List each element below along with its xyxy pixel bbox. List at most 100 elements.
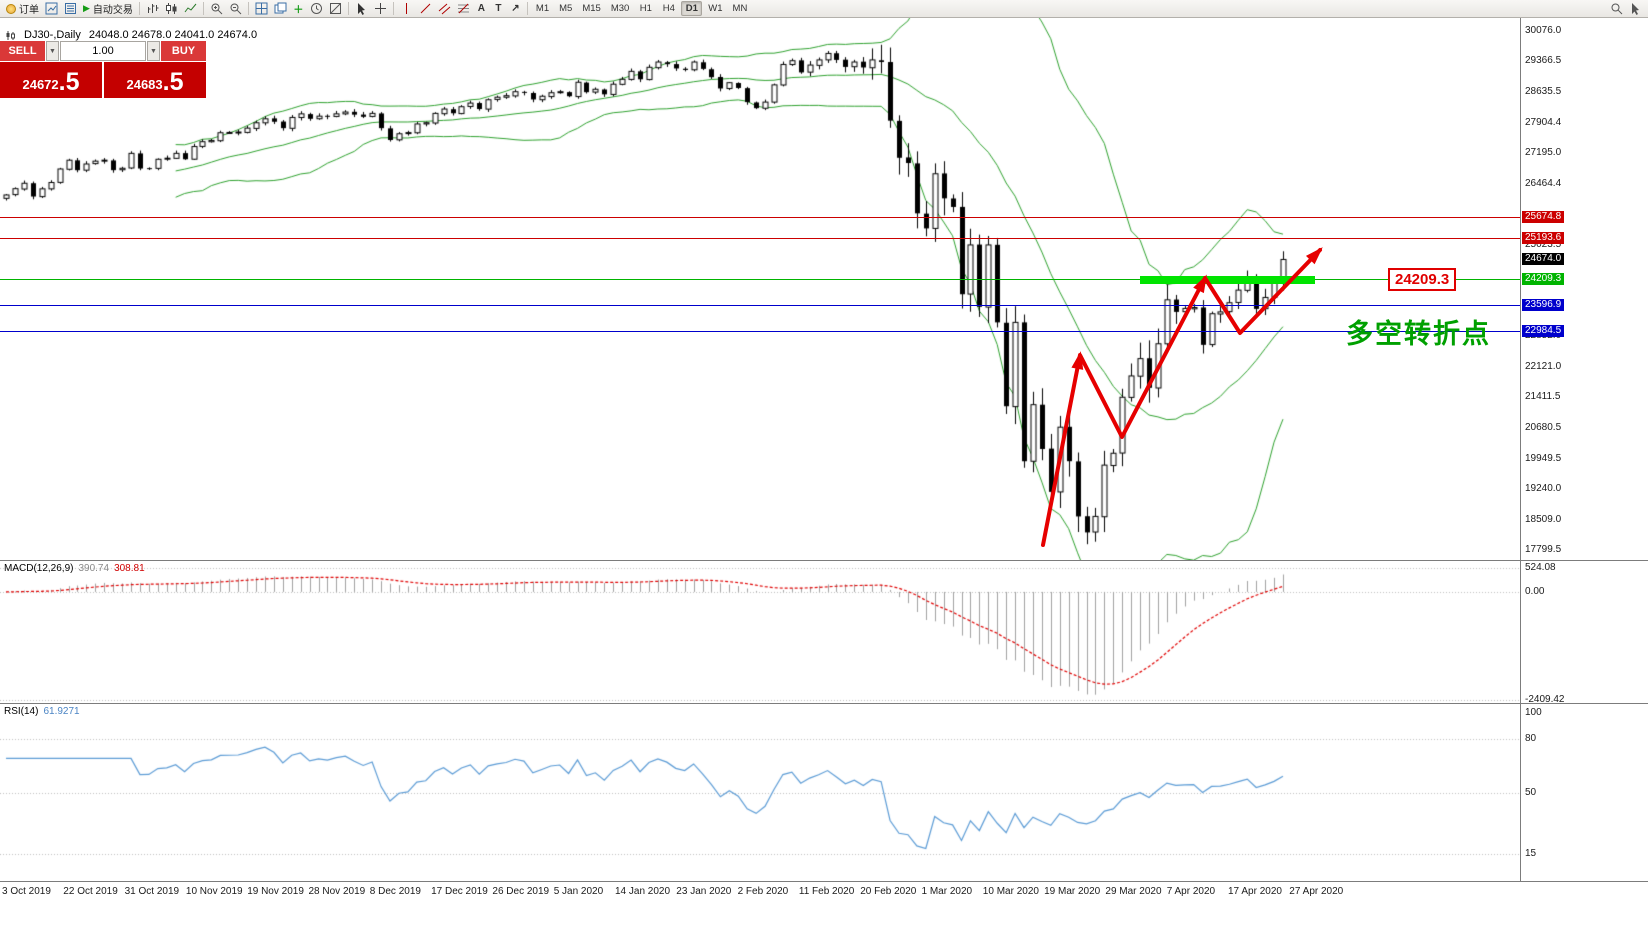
main-chart-canvas[interactable] (0, 18, 1520, 560)
text-tool-button[interactable]: A (473, 1, 490, 17)
turning-point-annotation[interactable]: 多空转折点 (1346, 319, 1491, 349)
search-icon (1611, 3, 1623, 15)
tile-windows-button[interactable] (252, 1, 271, 17)
horizontal-level-line[interactable] (0, 279, 1520, 280)
templates-button[interactable] (326, 1, 345, 17)
label-tool-button[interactable]: T (490, 1, 507, 17)
vertical-line-tool-button[interactable] (397, 1, 416, 17)
timeframe-d1-button[interactable]: D1 (681, 1, 703, 16)
price-axis[interactable]: 30076.0 29366.5 28635.5 27904.4 27195.0 26464… (1520, 18, 1648, 902)
macd-panel[interactable]: MACD(12,26,9) 390.74 308.81 (0, 561, 1520, 703)
symbol-period-label: DJ30-,Daily (24, 29, 81, 41)
timeframe-m5-button[interactable]: M5 (559, 3, 573, 14)
time-axis-label: 10 Mar 2020 (982, 886, 1039, 897)
sell-button[interactable]: SELL (0, 41, 45, 61)
tile-windows-icon (255, 2, 268, 15)
price-tick: 50 (1525, 787, 1537, 798)
timeframe-h4-button[interactable]: H4 (662, 3, 675, 14)
volume-input[interactable] (60, 41, 146, 61)
time-axis-label: 17 Apr 2020 (1228, 886, 1282, 897)
timeframe-m15-button[interactable]: M15 (582, 3, 601, 14)
panel-separator[interactable] (0, 560, 1648, 561)
bar-chart-button[interactable] (143, 1, 162, 17)
candlestick-button[interactable] (162, 1, 181, 17)
time-axis-label: 14 Jan 2020 (615, 886, 671, 897)
main-toolbar: 订单 ▶ 自动交易 (0, 0, 1648, 18)
horizontal-level-line[interactable] (0, 238, 1520, 239)
new-order-button[interactable]: 订单 (3, 1, 42, 17)
time-axis-label: 8 Dec 2019 (369, 886, 421, 897)
price-tick: 17799.5 (1525, 544, 1562, 555)
price-tick: 29366.5 (1525, 55, 1562, 66)
periods-button[interactable] (307, 1, 326, 17)
price-line-label: 22984.5 (1522, 325, 1565, 337)
pointer-mode-button[interactable] (1626, 1, 1645, 17)
timeframe-m30-button[interactable]: M30 (610, 3, 630, 14)
add-indicator-button[interactable]: ＋ (290, 1, 307, 17)
buy-button[interactable]: BUY (161, 41, 206, 61)
fibonacci-tool-button[interactable] (454, 1, 473, 17)
trendline-tool-button[interactable] (416, 1, 435, 17)
support-zone-highlight[interactable] (1140, 276, 1315, 284)
horizontal-level-line[interactable] (0, 217, 1520, 218)
timeframe-mn-button[interactable]: MN (732, 3, 748, 14)
panel-separator (0, 881, 1648, 882)
rsi-panel[interactable]: RSI(14) 61.9271 (0, 704, 1520, 881)
toolbar-separator (202, 2, 204, 15)
timeframe-h1-button[interactable]: H1 (639, 3, 652, 14)
cascade-windows-icon (274, 2, 287, 14)
cascade-windows-button[interactable] (271, 1, 290, 17)
macd-canvas[interactable] (0, 561, 1520, 703)
zoom-out-icon (230, 3, 242, 15)
search-zoom-button[interactable] (1607, 1, 1626, 17)
price-tick: 80 (1525, 733, 1537, 744)
toolbar-separator (138, 2, 140, 15)
rsi-name: RSI(14) (4, 706, 39, 717)
panel-separator[interactable] (0, 703, 1648, 704)
volume-dropdown-right[interactable]: ▼ (147, 41, 160, 61)
main-chart-panel[interactable]: 24209.3 多空转折点 DJ30-,Daily 24048.0 24678.… (0, 18, 1520, 560)
price-label-box[interactable]: 24209.3 (1388, 268, 1457, 291)
timeframe-m1-button[interactable]: M1 (535, 3, 550, 14)
buy-price-display[interactable]: 24683 .5 (104, 62, 206, 98)
trendline-icon (420, 3, 431, 14)
crosshair-tool-button[interactable] (371, 1, 390, 17)
time-axis-label: 11 Feb 2020 (798, 886, 855, 897)
price-tick: 22121.0 (1525, 361, 1562, 372)
zigzag-arrow-annotation[interactable] (0, 18, 1520, 560)
bar-chart-icon (147, 4, 159, 13)
timeframe-toolbar: M1 M5 M15 M30 H1 H4 D1 W1 MN (531, 1, 752, 16)
zoom-out-button[interactable] (226, 1, 245, 17)
time-axis-label: 7 Apr 2020 (1166, 886, 1216, 897)
pointer-icon (1632, 3, 1639, 15)
time-axis-label: 2 Feb 2020 (737, 886, 789, 897)
auto-trading-button[interactable]: ▶ 自动交易 (80, 1, 136, 17)
sell-price-display[interactable]: 24672 .5 (0, 62, 102, 98)
horizontal-level-line[interactable] (0, 305, 1520, 306)
cursor-tool-button[interactable] (352, 1, 371, 17)
toolbar-separator (347, 2, 349, 15)
channel-tool-button[interactable] (435, 1, 454, 17)
horizontal-level-line[interactable] (0, 331, 1520, 332)
time-axis-label: 20 Feb 2020 (860, 886, 917, 897)
price-tick: 25023.5 (1525, 239, 1562, 250)
line-chart-button[interactable] (181, 1, 200, 17)
charts-window-button[interactable] (42, 1, 61, 17)
time-axis-label: 3 Oct 2019 (2, 886, 51, 897)
new-order-label: 订单 (19, 5, 39, 16)
time-axis-label: 27 Apr 2020 (1289, 886, 1344, 897)
chart-window-icon (45, 2, 58, 15)
timeframe-w1-button[interactable]: W1 (708, 3, 723, 14)
arrow-shapes-button[interactable]: ↗ (507, 1, 524, 17)
sell-price-main: 24672 (22, 77, 59, 92)
time-axis[interactable]: 3 Oct 2019 22 Oct 2019 31 Oct 2019 10 Nov 2… (0, 882, 1648, 902)
zoom-in-button[interactable] (207, 1, 226, 17)
macd-value: 390.74 (78, 563, 110, 574)
rsi-canvas[interactable] (0, 704, 1520, 881)
market-watch-button[interactable] (61, 1, 80, 17)
price-line-label: 24209.3 (1522, 273, 1565, 285)
market-watch-icon (65, 3, 76, 14)
volume-dropdown-left[interactable]: ▼ (46, 41, 59, 61)
price-tick: 18509.0 (1525, 514, 1562, 525)
price-tick: 100 (1525, 707, 1542, 718)
